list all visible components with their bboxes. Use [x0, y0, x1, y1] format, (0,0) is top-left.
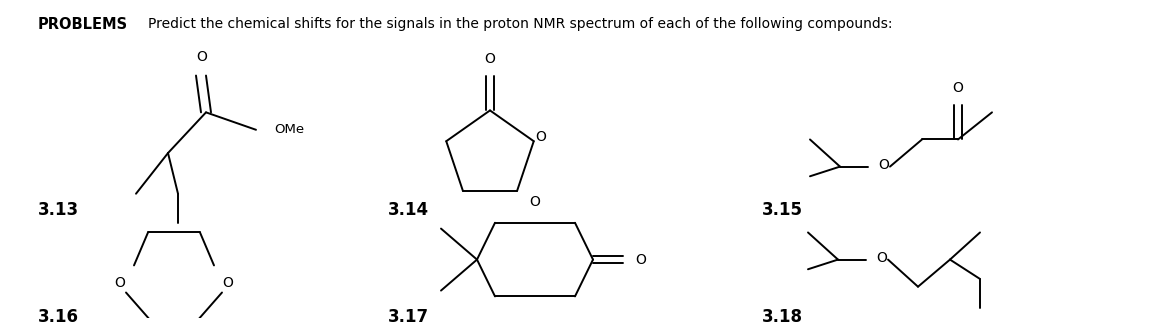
Text: 3.13: 3.13 [38, 201, 79, 219]
Text: O: O [222, 276, 234, 290]
Text: O: O [530, 195, 540, 209]
Text: O: O [636, 253, 646, 267]
Text: 3.17: 3.17 [388, 308, 430, 326]
Text: 3.14: 3.14 [388, 201, 430, 219]
Text: O: O [878, 158, 889, 172]
Text: O: O [535, 130, 547, 144]
Text: Predict the chemical shifts for the signals in the proton NMR spectrum of each o: Predict the chemical shifts for the sign… [148, 17, 893, 31]
Text: O: O [484, 52, 496, 66]
Text: O: O [952, 81, 964, 95]
Text: PROBLEMS: PROBLEMS [38, 17, 128, 32]
Text: OMe: OMe [274, 123, 304, 136]
Text: 3.16: 3.16 [38, 308, 79, 326]
Text: O: O [876, 251, 887, 265]
Text: O: O [114, 276, 126, 290]
Text: 3.18: 3.18 [762, 308, 803, 326]
Text: 3.15: 3.15 [762, 201, 803, 219]
Text: O: O [197, 50, 207, 64]
